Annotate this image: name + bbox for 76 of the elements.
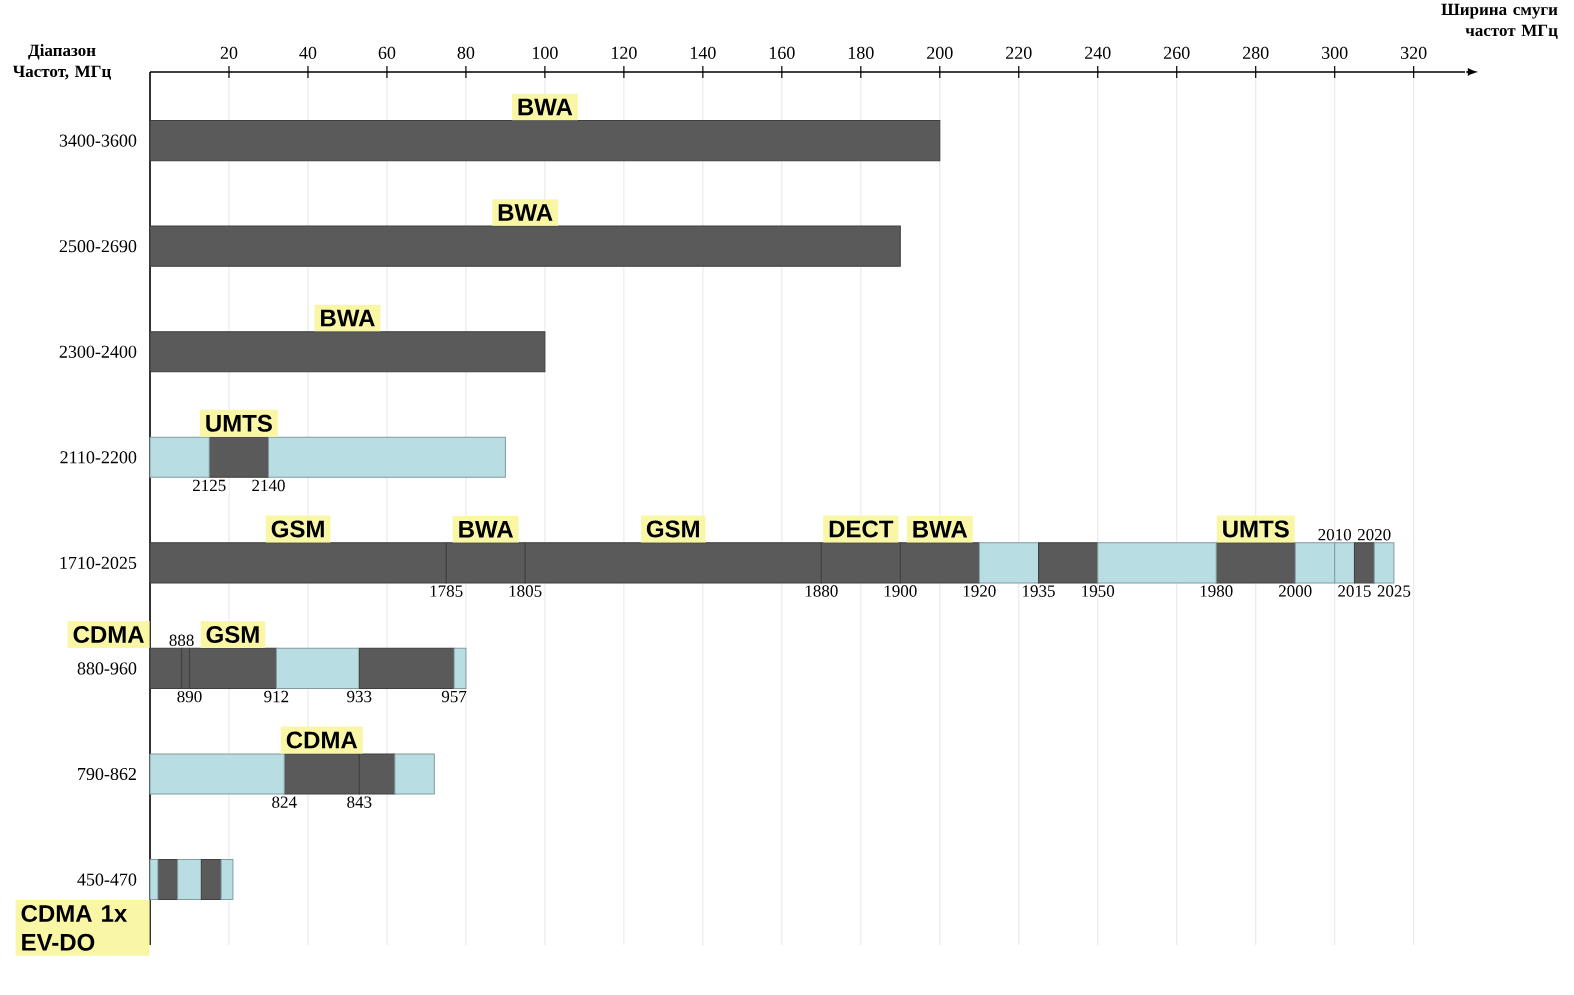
y-tick-label: 2110-2200 [60,451,137,464]
annotation: 890 [177,690,202,703]
annotation: 2015 [1338,585,1371,597]
y-tick-label: 790-862 [78,767,136,781]
x-tick-label: 200 [927,46,953,59]
y-tick-label: 2300-2400 [59,345,137,358]
y-tick-label: 450-470 [77,873,137,886]
annotation: 1900 [884,585,917,597]
y-tick-label: 3400-3600 [59,134,137,147]
text: BWA [518,98,573,116]
text: CDMA [73,625,144,643]
bar [267,436,506,478]
annotation: 933 [347,690,372,703]
y-axis-title: Діапазон Частот, МГц [12,44,111,80]
y-tick-label: 880-960 [77,662,137,675]
x-tick-label: 300 [1322,46,1348,59]
x-tick-label: 120 [611,46,637,59]
x-tick-label: 20 [220,46,238,59]
y-tick-label: 1710-2025 [60,556,137,569]
bar [149,331,546,373]
series-label: UMTS [1223,520,1289,538]
annotation: 2140 [252,479,285,492]
x-tick-label: 240 [1085,46,1111,59]
bar [149,753,285,795]
bar [149,858,159,901]
x-axis-title: Ширина смуги частот МГц [1441,3,1558,39]
bar [1373,542,1395,584]
series-label: CDMA 1x EV-DO [21,905,128,951]
text: GSM [206,625,259,643]
x-tick-label: 160 [769,46,795,59]
series-label: GSM [646,520,699,538]
x-tick-label: 60 [378,46,396,59]
annotation: 1980 [1200,585,1233,597]
bar [220,858,234,901]
annotation: 2000 [1278,585,1312,597]
annotation: 2125 [192,479,226,492]
bar [177,858,202,901]
annotation: 1950 [1082,585,1115,597]
annotation: 912 [264,690,289,703]
annotation: 1880 [805,585,838,597]
annotation: 1935 [1023,585,1055,597]
x-tick-label: 280 [1242,46,1269,59]
bar [1353,542,1375,584]
bar [275,647,360,689]
x-tick-label: 260 [1164,46,1190,59]
bar [453,647,467,689]
bar [149,120,941,162]
bar [978,542,1040,584]
text: BWA [498,204,553,221]
annotation: 2025 [1377,585,1411,597]
annotation: 824 [272,796,297,808]
y-tick-label: 2500-2690 [59,240,137,253]
x-tick-label: 320 [1401,46,1427,59]
annotation: 1785 [430,585,463,597]
annotation: 2020 [1357,528,1391,541]
annotation: 888 [169,634,194,646]
series-label: GSM [271,520,324,538]
series-label: DECT [829,520,894,538]
annotation: 1920 [963,585,996,597]
bar [149,436,210,478]
annotation: 2010 [1318,528,1352,541]
x-tick-label: 220 [1006,46,1032,59]
bar [149,225,901,267]
x-tick-label: 40 [299,46,317,59]
annotation: 957 [441,690,467,703]
x-tick-label: 100 [532,46,558,59]
x-tick-label: 140 [690,46,716,59]
series-label: CDMA [286,731,358,749]
series-label: BWA [459,520,514,538]
text: UMTS [206,414,272,432]
annotation: 843 [347,796,372,808]
x-tick-label: 180 [848,46,874,59]
series-label: BWA [913,520,968,538]
text: BWA [321,309,375,327]
x-tick-label: 80 [457,46,475,59]
annotation: 1805 [509,585,542,597]
